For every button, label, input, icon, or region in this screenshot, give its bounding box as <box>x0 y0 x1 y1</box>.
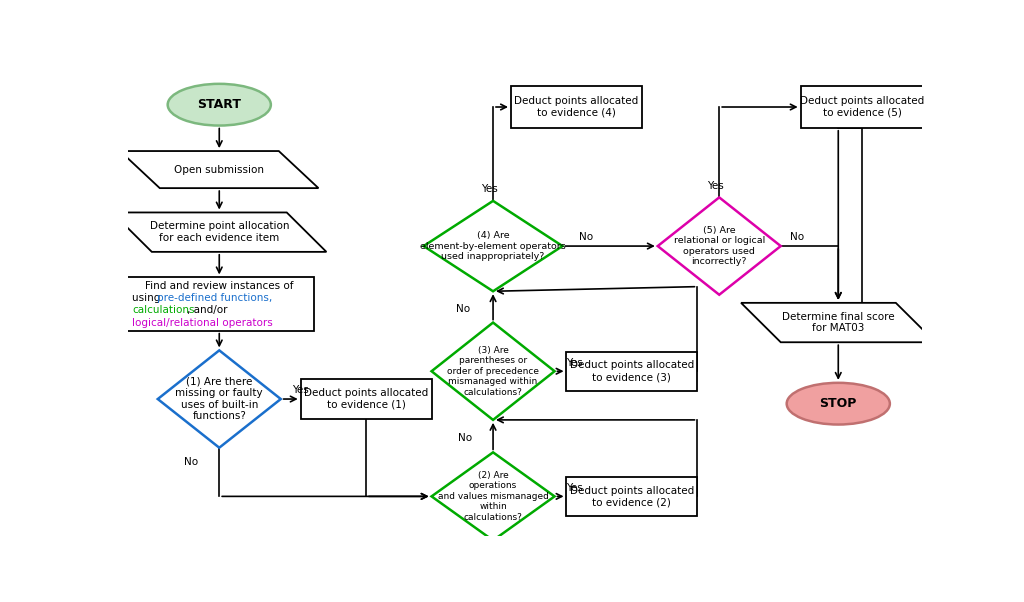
Polygon shape <box>158 350 281 448</box>
Text: No: No <box>580 232 593 242</box>
Bar <box>124 278 314 330</box>
Text: Determine final score
for MAT03: Determine final score for MAT03 <box>782 312 895 334</box>
Text: (2) Are
operations
and values mismanaged
within
calculations?: (2) Are operations and values mismanaged… <box>437 471 549 522</box>
Text: START: START <box>198 98 242 111</box>
Polygon shape <box>113 213 327 252</box>
Text: No: No <box>790 232 804 242</box>
Text: Deduct points allocated
to evidence (1): Deduct points allocated to evidence (1) <box>304 388 428 410</box>
Text: Open submission: Open submission <box>174 164 264 175</box>
Polygon shape <box>431 323 555 420</box>
Bar <box>511 86 642 128</box>
Ellipse shape <box>786 383 890 424</box>
Polygon shape <box>657 197 780 295</box>
Text: Find and review instances of: Find and review instances of <box>145 281 294 291</box>
Text: , and/or: , and/or <box>186 305 227 315</box>
Text: Yes: Yes <box>292 385 309 395</box>
Text: STOP: STOP <box>819 397 857 410</box>
Text: Deduct points allocated
to evidence (3): Deduct points allocated to evidence (3) <box>569 361 694 382</box>
Polygon shape <box>424 201 562 291</box>
Bar <box>566 352 697 391</box>
Text: (3) Are
parentheses or
order of precedence
mismanaged within
calculations?: (3) Are parentheses or order of preceden… <box>447 346 539 397</box>
Ellipse shape <box>168 84 270 126</box>
Text: pre-defined functions,: pre-defined functions, <box>157 293 271 303</box>
Bar <box>801 86 924 128</box>
Polygon shape <box>741 303 936 343</box>
Text: using: using <box>132 293 164 303</box>
Text: calculations: calculations <box>132 305 195 315</box>
Text: Yes: Yes <box>707 181 724 191</box>
Text: (1) Are there
missing or faulty
uses of built-in
functions?: (1) Are there missing or faulty uses of … <box>175 377 263 421</box>
Text: logical/relational operators: logical/relational operators <box>132 317 272 327</box>
Text: Deduct points allocated
to evidence (2): Deduct points allocated to evidence (2) <box>569 486 694 507</box>
Text: Determine point allocation
for each evidence item: Determine point allocation for each evid… <box>150 222 289 243</box>
Bar <box>301 379 431 419</box>
Bar <box>566 477 697 516</box>
Text: (5) Are
relational or logical
operators used
incorrectly?: (5) Are relational or logical operators … <box>674 226 765 266</box>
Text: Deduct points allocated
to evidence (5): Deduct points allocated to evidence (5) <box>800 96 925 118</box>
Polygon shape <box>431 452 555 541</box>
Text: No: No <box>184 456 199 467</box>
Text: Yes: Yes <box>566 358 583 368</box>
Text: No: No <box>456 303 470 314</box>
Text: Yes: Yes <box>480 184 498 194</box>
Text: Yes: Yes <box>566 483 583 493</box>
Text: No: No <box>458 433 472 444</box>
Polygon shape <box>120 151 318 188</box>
Text: (4) Are
element-by-element operators
used inappropriately?: (4) Are element-by-element operators use… <box>420 231 566 261</box>
Text: Deduct points allocated
to evidence (4): Deduct points allocated to evidence (4) <box>514 96 639 118</box>
